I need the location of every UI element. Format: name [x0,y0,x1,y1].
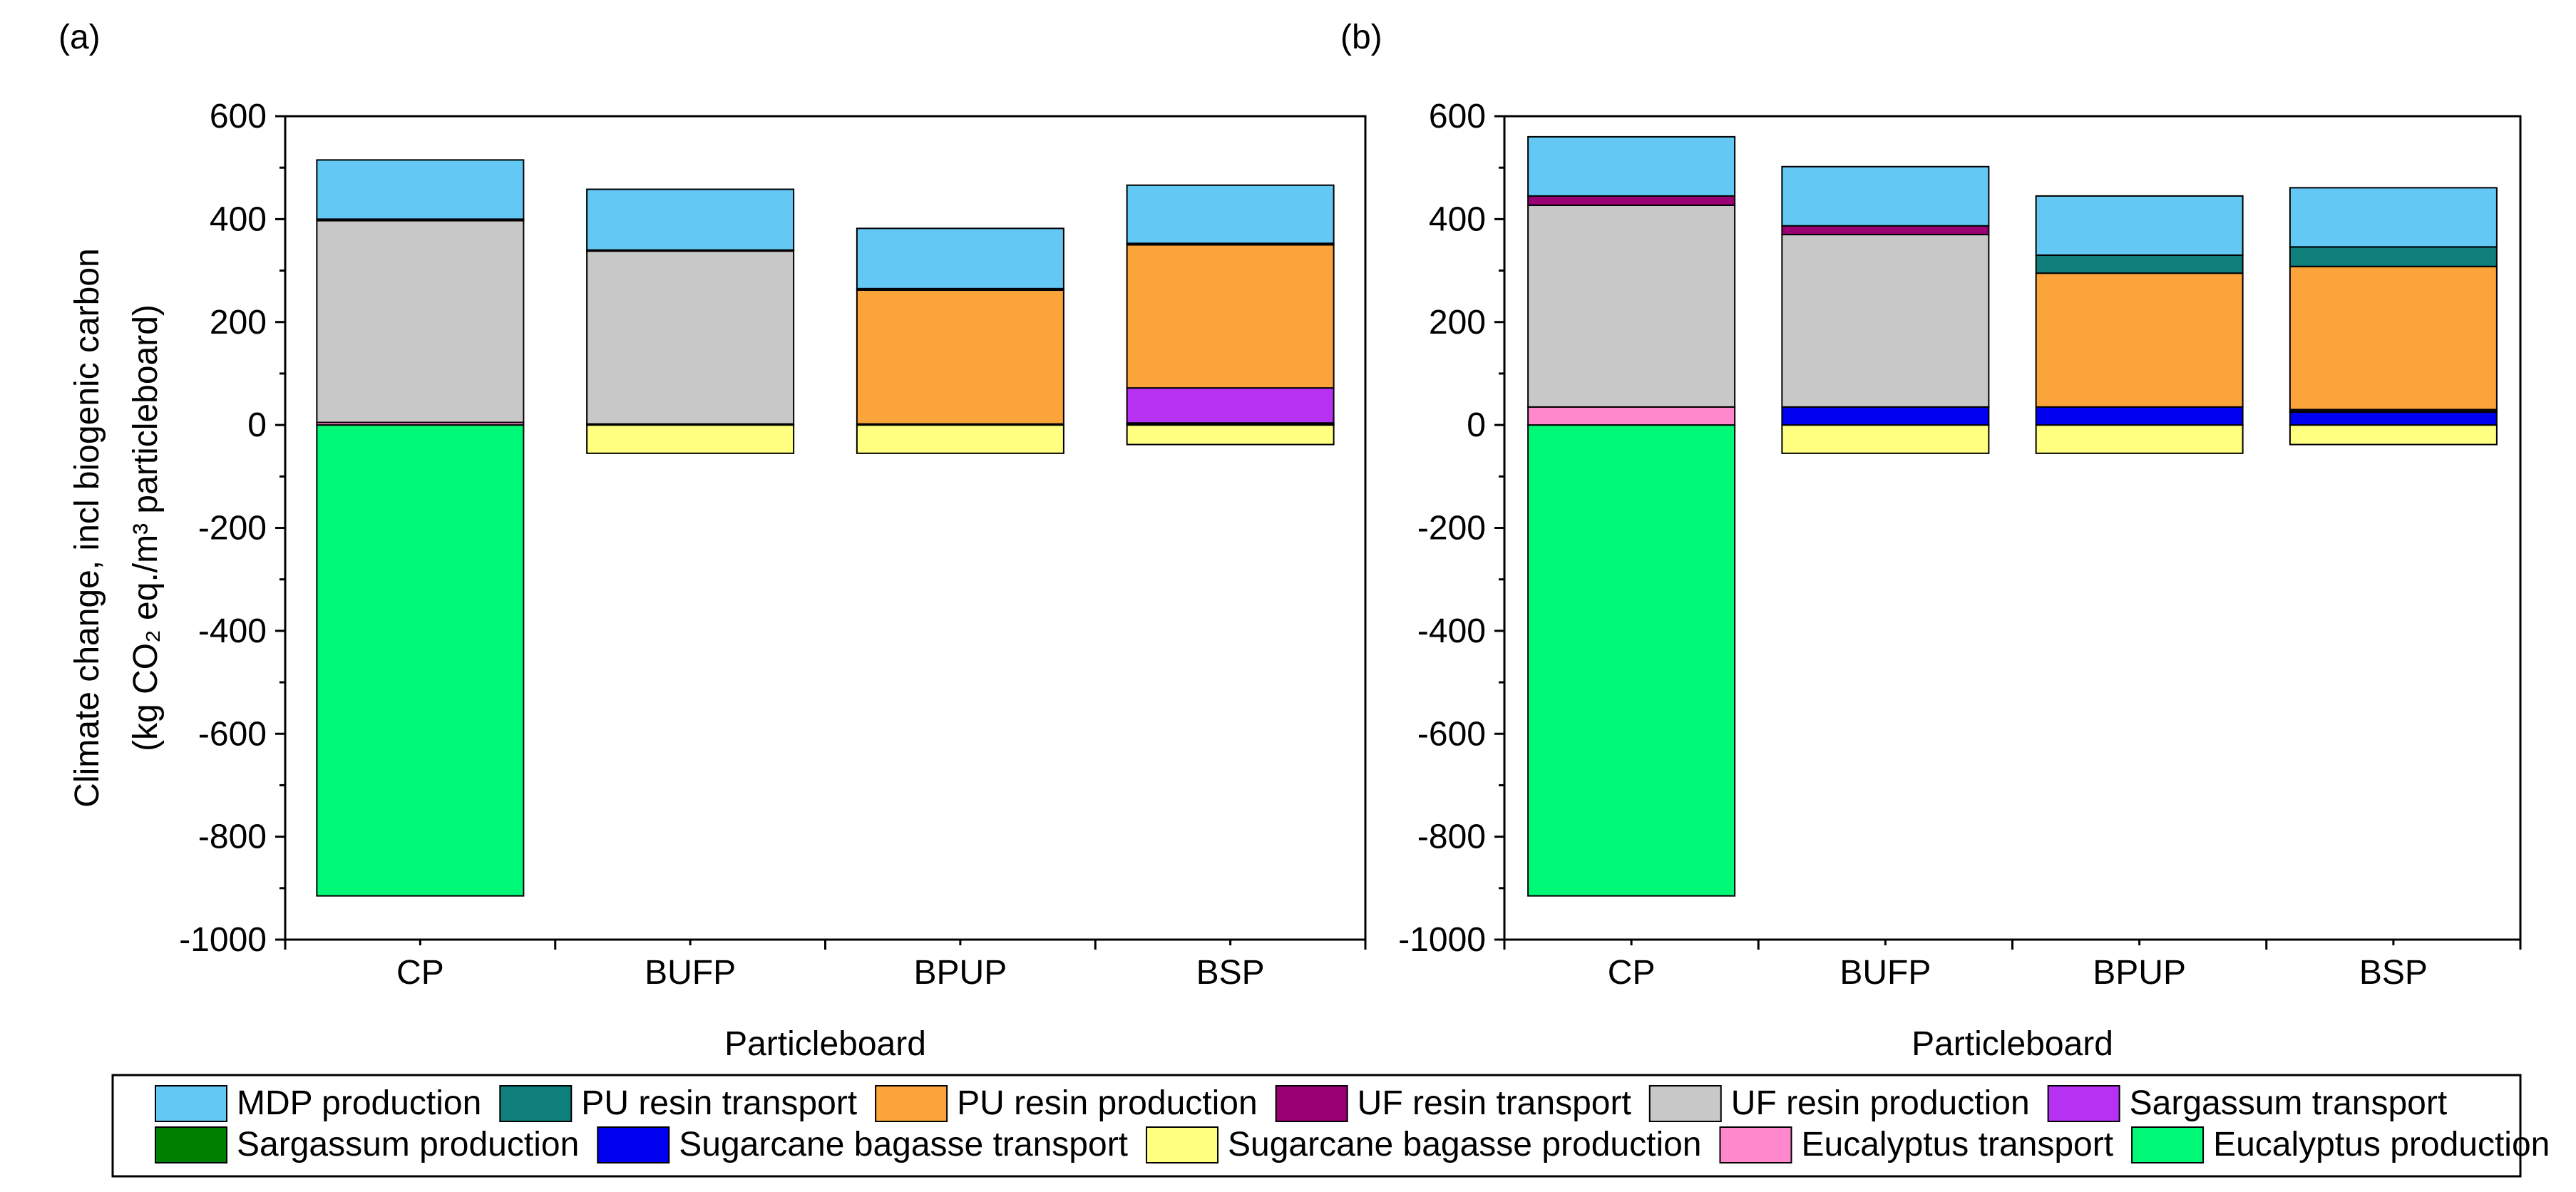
bar-segment-sugarcane-bagasse-transport-bufp [1781,406,1990,426]
x-axis-label: Particleboard [724,1025,926,1063]
legend-swatch-sugarcane-bagasse-transport [597,1126,670,1163]
bar-segment-pu-resin-production-bpup [2035,272,2244,408]
legend-label-eucalyptus-production: Eucalyptus production [2213,1126,2550,1163]
y-tick-label: 600 [1429,98,1486,135]
x-axis-label: Particleboard [1912,1025,2113,1063]
y-tick-label: 0 [1467,406,1486,444]
y-tick-label: 200 [210,304,267,341]
legend-label-sugarcane-bagasse-transport: Sugarcane bagasse transport [679,1126,1128,1163]
y-tick-label: 400 [1429,200,1486,238]
panel-label: (a) [58,19,101,56]
legend-swatch-uf-resin-production [1648,1085,1722,1122]
bar-segment-sugarcane-bagasse-production-bsp [2289,424,2498,446]
legend-label-uf-resin-production: UF resin production [1731,1084,2030,1122]
y-tick-label: -1000 [1398,921,1486,959]
bar-segment-mdp-production-bsp [2289,187,2498,248]
legend: MDP production PU resin transport PU resin… [111,1074,2550,1178]
y-tick-label: -400 [1417,612,1486,650]
legend-swatch-eucalyptus-production [2131,1126,2205,1163]
legend-swatch-pu-resin-production [875,1085,948,1122]
bar-segment-mdp-production-cp [1527,135,1736,197]
y-axis-label-line2: (kg CO₂ eq./m³ particleboard) [127,304,165,751]
bar-segment-mdp-production-cp [316,159,525,220]
bar-segment-eucalyptus-production-cp [316,424,525,897]
bar-segment-eucalyptus-transport-cp [1527,406,1736,426]
x-tick-label: BPUP [914,954,1007,992]
x-tick-label: BUFP [645,954,736,992]
x-tick-label: CP [1608,954,1656,992]
legend-swatch-sargassum-production [155,1126,227,1163]
bar-segment-eucalyptus-production-cp [1527,424,1736,897]
legend-swatch-sargassum-transport [2047,1085,2120,1122]
legend-swatch-pu-resin-transport [499,1085,573,1122]
panel-label: (b) [1340,19,1382,56]
chart-panel--b-: (b) 600 400 200 0 -200 -400 -600 -800 -1000 CP BUFP… [1340,19,2522,1063]
y-tick-label: 200 [1429,304,1486,341]
x-tick-label: BUFP [1839,954,1931,992]
bar-segment-pu-resin-production-bsp [2289,265,2498,411]
y-tick-label: 600 [210,98,267,135]
y-tick-label: -1000 [179,921,267,959]
bar-segment-mdp-production-bufp [586,188,795,251]
bar-segment-uf-resin-transport-cp [1527,195,1736,206]
y-tick-label: 0 [247,406,267,444]
y-axis-label-line1: Climate change, incl biogenic carbon [68,248,106,807]
legend-label-sargassum-transport: Sargassum transport [2130,1084,2448,1122]
bar-segment-pu-resin-production-bpup [856,289,1064,425]
y-tick-label: -400 [198,612,267,650]
legend-swatch-mdp-production [155,1085,227,1122]
x-tick-label: CP [396,954,444,992]
bar-segment-sugarcane-bagasse-production-bsp [1126,424,1335,446]
bar-segment-sugarcane-bagasse-transport-bsp [2289,411,2498,426]
legend-label-sargassum-production: Sargassum production [237,1126,579,1163]
bar-segment-uf-resin-production-bufp [586,250,795,425]
chart-panel--a-: (a) 600 400 200 0 -200 -400 -600 -800 -1000 CP BUFP… [58,19,1367,1063]
legend-label-eucalyptus-transport: Eucalyptus transport [1802,1126,2114,1163]
bar-segment-sugarcane-bagasse-production-bufp [1781,424,1990,454]
bar-segment-sugarcane-bagasse-production-bpup [2035,424,2244,454]
bar-segment-pu-resin-transport-bsp [2289,246,2498,267]
legend-swatch-eucalyptus-transport [1719,1126,1792,1163]
legend-label-sugarcane-bagasse-production: Sugarcane bagasse production [1228,1126,1701,1163]
bar-segment-sargassum-transport-bsp [1126,387,1335,424]
y-tick-label: -800 [1417,818,1486,856]
legend-label-pu-resin-production: PU resin production [957,1084,1258,1122]
bar-segment-mdp-production-bpup [856,227,1064,289]
bar-segment-uf-resin-production-cp [316,220,525,423]
x-tick-label: BSP [1196,954,1265,992]
bar-segment-uf-resin-production-bufp [1781,234,1990,408]
bar-segment-mdp-production-bsp [1126,184,1335,245]
y-tick-label: -200 [1417,510,1486,548]
y-tick-label: -800 [198,818,267,856]
y-tick-label: -200 [198,510,267,548]
bar-segment-mdp-production-bpup [2035,195,2244,256]
x-tick-label: BPUP [2093,954,2186,992]
legend-swatch-uf-resin-transport [1275,1085,1348,1122]
bar-segment-uf-resin-production-cp [1527,204,1736,408]
x-tick-label: BSP [2359,954,2428,992]
bar-segment-sugarcane-bagasse-production-bpup [856,424,1064,454]
legend-label-uf-resin-transport: UF resin transport [1358,1084,1631,1122]
y-tick-label: -600 [198,715,267,753]
y-tick-label: -600 [1417,715,1486,753]
bar-segment-pu-resin-production-bsp [1126,244,1335,389]
legend-swatch-sugarcane-bagasse-production [1146,1126,1219,1163]
bar-segment-uf-resin-transport-bufp [1781,225,1990,236]
legend-label-mdp-production: MDP production [237,1084,481,1122]
bar-segment-sugarcane-bagasse-transport-bpup [2035,406,2244,426]
bar-segment-sugarcane-bagasse-production-bufp [586,424,795,454]
bar-segment-mdp-production-bufp [1781,165,1990,227]
bar-segment-pu-resin-transport-bpup [2035,254,2244,274]
legend-label-pu-resin-transport: PU resin transport [581,1084,857,1122]
y-tick-label: 400 [210,200,267,238]
